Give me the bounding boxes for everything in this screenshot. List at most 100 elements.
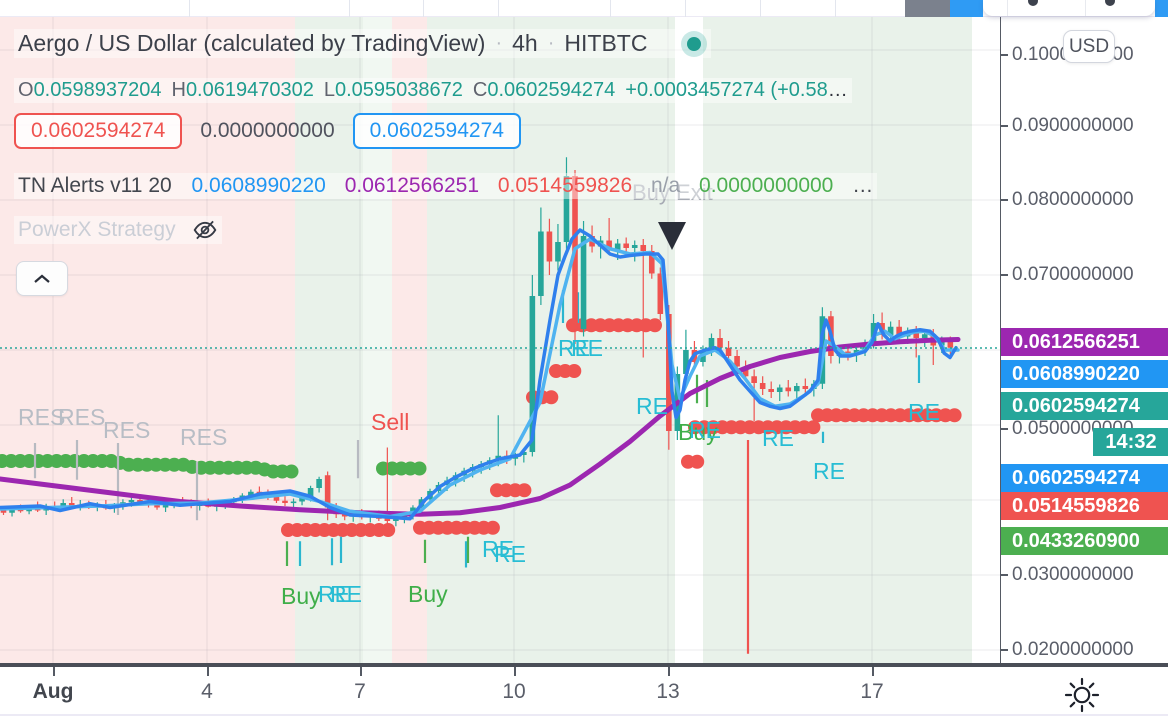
price-tag: 0.0602594274 (1001, 392, 1168, 420)
tn-value-3: 0.0514559826 (497, 174, 633, 197)
price-axis-label: 0.0800000000 (1012, 189, 1134, 210)
partial-toolbar-popup[interactable] (983, 0, 1155, 16)
partial-blue-button[interactable] (1155, 0, 1168, 17)
buy-exit-arrow-marker (658, 222, 686, 250)
column-separator (349, 0, 350, 17)
price-tag: 0.0602594274 (1001, 464, 1168, 492)
ma-line-blue-fast (0, 228, 958, 521)
high-label: H (171, 79, 186, 101)
signal-label-res: RES (58, 404, 105, 430)
open-value: 0.0598937204 (33, 79, 162, 101)
status-core (687, 36, 702, 51)
signal-label-re: RE (571, 335, 603, 361)
signal-label-buy-exit: Buy Exit (632, 180, 713, 205)
low-value: 0.0595038672 (334, 79, 463, 101)
price-axis-tick (1001, 574, 1008, 576)
time-axis-label: 4 (201, 680, 213, 703)
time-axis-tick (872, 667, 874, 676)
signal-label-re: RE (330, 581, 362, 607)
price-axis[interactable]: USD 0.10000000000.09000000000.0800000000… (1000, 17, 1168, 663)
indicator-name: PowerX Strategy (18, 218, 176, 241)
signal-label-re: RE (689, 417, 721, 443)
eye-off-icon[interactable] (192, 217, 218, 243)
price-axis-tick (1001, 199, 1008, 201)
separator-dot: · (495, 32, 503, 54)
window-bottom-edge (0, 714, 1168, 716)
signal-label-res: RES (103, 417, 150, 443)
candle-body (316, 479, 322, 488)
interval-label[interactable]: 4h (512, 30, 538, 56)
partial-icon-dot[interactable] (1028, 0, 1038, 6)
time-axis-label: 7 (354, 680, 366, 703)
candle-body (248, 491, 254, 496)
candle-body (290, 501, 297, 504)
time-axis-label: 13 (656, 680, 680, 703)
candle-body (657, 273, 664, 314)
legend-collapse-button[interactable] (16, 261, 68, 296)
indicator-tn-alerts-row[interactable]: TN Alerts v11 20 0.0608990220 0.06125662… (14, 173, 878, 199)
theme-sun-icon[interactable] (1062, 675, 1102, 715)
candle-body (776, 387, 783, 392)
low-label: L (323, 79, 335, 101)
candle-body (307, 488, 314, 498)
ellipsis: … (852, 174, 874, 197)
partial-gray-button[interactable] (905, 0, 950, 17)
candle-body (913, 332, 920, 338)
session-band (972, 17, 1000, 663)
candle-body (623, 243, 629, 248)
candle-body (555, 242, 561, 262)
symbol-title-row: Aergo / US Dollar (calculated by Trading… (14, 29, 712, 58)
price-tag: 0.0612566251 (1001, 328, 1168, 356)
signal-label-re: RE (558, 335, 590, 361)
time-axis-tick (360, 667, 362, 676)
candle-body (785, 387, 792, 392)
price-axis-label: 0.0700000000 (1012, 264, 1134, 285)
buy-order-box[interactable]: 0.0602594274 (352, 113, 521, 149)
support-dots-band (0, 454, 303, 479)
candle-body (648, 251, 655, 274)
open-label: O (18, 79, 34, 101)
price-tag: 0.0608990220 (1001, 360, 1168, 388)
change-value: +0.0003457274 (+0.58 (625, 79, 828, 101)
market-status-icon[interactable] (681, 30, 708, 57)
partial-icon-dot[interactable] (1105, 0, 1115, 6)
column-separator (610, 0, 611, 17)
candle-body (896, 326, 902, 337)
candle-body (793, 386, 800, 392)
tn-value-5: 0.0000000000 (699, 174, 834, 197)
candle-body (640, 245, 647, 251)
candle-body (921, 334, 928, 338)
signal-label-re: RE (813, 458, 845, 484)
candle-body (521, 452, 527, 455)
candle-body (742, 366, 749, 377)
symbol-name: Aergo / US Dollar (calculated by Trading… (18, 30, 486, 56)
signal-label-re: RE (482, 536, 514, 562)
signal-label-res: RES (18, 404, 65, 430)
candle-body (563, 176, 570, 242)
column-separator (685, 0, 686, 17)
price-axis-tick (1001, 54, 1008, 56)
column-separator (423, 0, 424, 17)
candle-body (887, 326, 894, 335)
candle-body (725, 347, 732, 356)
order-widgets-row: 0.0602594274 0.0000000000 0.0602594274 (14, 113, 521, 149)
currency-usd-button[interactable]: USD (1063, 30, 1115, 63)
partial-blue-button[interactable] (950, 0, 983, 17)
time-axis[interactable]: Aug 4 7 10 13 17 (0, 663, 1168, 716)
time-axis-tick (207, 667, 209, 676)
time-axis-tick (668, 667, 670, 676)
sell-order-box[interactable]: 0.0602594274 (14, 113, 183, 149)
column-separator (189, 0, 190, 17)
price-axis-label: 0.0200000000 (1012, 639, 1134, 660)
column-separator (498, 0, 499, 17)
candle-body (759, 383, 766, 389)
candle-body (273, 497, 280, 501)
candle-body (546, 231, 553, 262)
chart-plot-area[interactable]: RES RES RES RES Sell Buy RE RE Buy RE RE RE RE RE Buy R… (0, 17, 1000, 663)
column-separator (760, 0, 761, 17)
indicator-powerx-row[interactable]: PowerX Strategy (14, 216, 222, 244)
popup-divider (1007, 0, 1008, 16)
signal-label-re: RE (636, 393, 668, 419)
ohlc-values-row: O0.0598937204 H0.0619470302 L0.0595038672 C… (14, 78, 852, 103)
signal-label-res: RES (180, 424, 227, 450)
